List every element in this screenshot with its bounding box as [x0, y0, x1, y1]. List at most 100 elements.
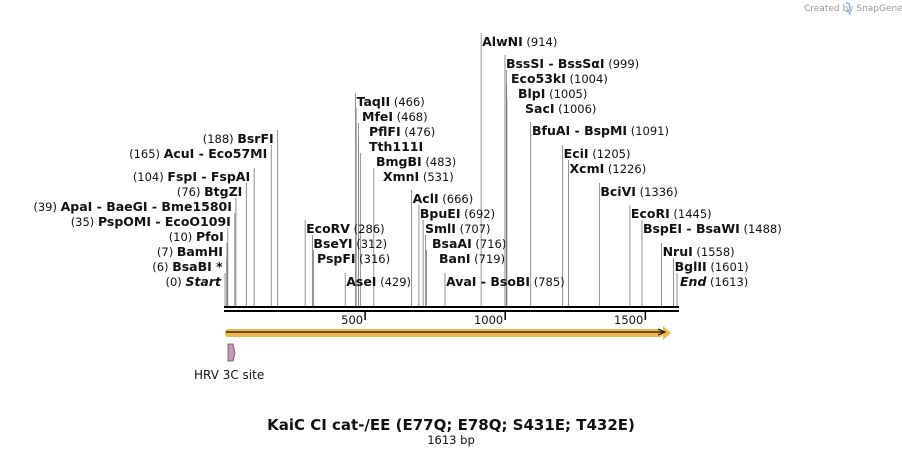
svg-text:(39) ApaI - BaeGI - Bme15: (39) ApaI - BaeGI - Bme1580I — [33, 199, 232, 214]
site-label-pflfi[interactable]: PflFI (476) — [369, 124, 435, 139]
enzyme-name: BglII — [675, 259, 707, 274]
enzyme-name: XmnI — [383, 169, 419, 184]
site-label-nrui[interactable]: NruI (1558) — [663, 244, 735, 259]
site-label-apai-baegi-bme1580i[interactable]: (39) ApaI - BaeGI - Bme1580I — [33, 199, 232, 214]
site-position: (1205) — [589, 147, 631, 161]
site-label-pspfi[interactable]: PspFI (316) — [317, 251, 390, 266]
site-position: (914) — [523, 35, 558, 49]
site-label-bseyi[interactable]: BseYI (312) — [313, 236, 387, 251]
enzyme-name: PfoI — [196, 229, 224, 244]
svg-text:AlwNI (914): AlwNI (914) — [482, 34, 557, 49]
enzyme-name: BsrFI — [237, 131, 273, 146]
svg-text:(104) FspI - FspAI: (104) FspI - FspAI — [133, 169, 250, 184]
site-position: (35) — [71, 215, 98, 229]
enzyme-name: AseI — [346, 274, 376, 289]
site-label-bglii[interactable]: BglII (1601) — [675, 259, 749, 274]
site-label-saci[interactable]: SacI (1006) — [525, 101, 596, 116]
site-label-ecorv[interactable]: EcoRV (286) — [306, 221, 384, 236]
svg-text:(76) BtgZI: (76) BtgZI — [177, 184, 242, 199]
site-label-bsssi-bsss-i[interactable]: BssSI - BssSαI (999) — [506, 56, 639, 71]
site-label-end[interactable]: End (1613) — [680, 274, 748, 289]
site-label-bfuai-bspmi[interactable]: BfuAI - BspMI (1091) — [532, 123, 669, 138]
enzyme-name: MfeI — [362, 109, 393, 124]
enzyme-name: EcoRI — [631, 206, 670, 221]
svg-text:BmgBI (483): BmgBI (483) — [376, 154, 456, 169]
site-label-ecori[interactable]: EcoRI (1445) — [631, 206, 712, 221]
svg-text:EcoRI (1445): EcoRI (1445) — [631, 206, 712, 221]
site-label-bani[interactable]: BanI (719) — [439, 251, 505, 266]
svg-text:XmnI (531): XmnI (531) — [383, 169, 454, 184]
site-label-avai-bsobi[interactable]: AvaI - BsoBI (785) — [446, 274, 565, 289]
svg-text:AclI (666): AclI (666) — [413, 191, 474, 206]
enzyme-name: SmlI — [425, 221, 456, 236]
site-label-bsaai[interactable]: BsaAI (716) — [432, 236, 506, 251]
site-label-bmgbi[interactable]: BmgBI (483) — [376, 154, 456, 169]
site-label-taqii[interactable]: TaqII (466) — [357, 94, 425, 109]
enzyme-name: PspFI — [317, 251, 356, 266]
site-position: (483) — [422, 155, 457, 169]
enzyme-name: XcmI — [570, 161, 605, 176]
site-label-smli[interactable]: SmlI (707) — [425, 221, 491, 236]
site-position: (476) — [401, 125, 436, 139]
site-label-fspi-fspai[interactable]: (104) FspI - FspAI — [133, 169, 250, 184]
enzyme-name: BsaAI — [432, 236, 472, 251]
site-label-acui-eco57mi[interactable]: (165) AcuI - Eco57MI — [129, 146, 267, 161]
site-position: (104) — [133, 170, 168, 184]
feature-hrv-3c-site[interactable]: HRV 3C site — [194, 343, 264, 382]
sequence-length: 1613 bp — [427, 433, 475, 447]
site-position: (1488) — [740, 222, 782, 236]
enzyme-name: Start — [185, 274, 222, 289]
enzyme-name: BpuEI — [420, 206, 461, 221]
site-label-mfei[interactable]: MfeI (468) — [362, 109, 428, 124]
site-label-bsabi[interactable]: (6) BsaBI * — [152, 259, 223, 274]
site-label-bamhi[interactable]: (7) BamHI — [157, 244, 223, 259]
svg-text:BsaAI (716): BsaAI (716) — [432, 236, 506, 251]
site-label-ecii[interactable]: EciI (1205) — [564, 146, 631, 161]
enzyme-name: AlwNI — [482, 34, 523, 49]
site-label-blpi[interactable]: BlpI (1005) — [518, 86, 587, 101]
site-label-alwni[interactable]: AlwNI (914) — [482, 34, 557, 49]
site-position: (1091) — [627, 124, 669, 138]
svg-text:SacI (1006): SacI (1006) — [525, 101, 596, 116]
svg-text:(165) AcuI - Eco57MI: (165) AcuI - Eco57MI — [129, 146, 267, 161]
credit-text: Created by SnapGene — [804, 4, 902, 14]
site-label-acli[interactable]: AclI (666) — [413, 191, 474, 206]
enzyme-name: EciI — [564, 146, 589, 161]
site-labels: (0) Start(6) BsaBI *(7) BamHI(10) PfoI(3… — [33, 34, 781, 289]
site-position: (312) — [353, 237, 388, 251]
svg-text:(35) PspOMI - EcoO109I: (35) PspOMI - EcoO109I — [71, 214, 231, 229]
enzyme-name: EcoRV — [306, 221, 350, 236]
snapgene-credit: Created by SnapGene — [804, 2, 902, 16]
site-label-xcmi[interactable]: XcmI (1226) — [570, 161, 647, 176]
site-position: (1336) — [636, 185, 678, 199]
site-label-tth111i[interactable]: Tth111I — [369, 139, 423, 154]
snapgene-logo-icon — [845, 2, 851, 16]
site-position: (1004) — [566, 72, 608, 86]
svg-text:BpuEI (692): BpuEI (692) — [420, 206, 495, 221]
enzyme-name: BseYI — [313, 236, 352, 251]
enzyme-name: BmgBI — [376, 154, 422, 169]
site-label-xmni[interactable]: XmnI (531) — [383, 169, 454, 184]
site-position: (0) — [165, 275, 185, 289]
site-label-start[interactable]: (0) Start — [165, 274, 222, 289]
svg-text:MfeI (468): MfeI (468) — [362, 109, 428, 124]
site-position: (468) — [393, 110, 428, 124]
svg-text:SmlI (707): SmlI (707) — [425, 221, 491, 236]
enzyme-name: BanI — [439, 251, 471, 266]
site-label-pfoi[interactable]: (10) PfoI — [169, 229, 224, 244]
site-label-bpuei[interactable]: BpuEI (692) — [420, 206, 495, 221]
site-label-bsrfi[interactable]: (188) BsrFI — [203, 131, 274, 146]
enzyme-name: BamHI — [177, 244, 223, 259]
site-label-bcivi[interactable]: BciVI (1336) — [600, 184, 677, 199]
site-label-btgzi[interactable]: (76) BtgZI — [177, 184, 242, 199]
site-label-pspomi-ecoo109i[interactable]: (35) PspOMI - EcoO109I — [71, 214, 231, 229]
svg-text:(188) BsrFI: (188) BsrFI — [203, 131, 274, 146]
site-label-eco53ki[interactable]: Eco53kI (1004) — [511, 71, 608, 86]
svg-text:BssSI - BssSαI (999): BssSI - BssSαI (999) — [506, 56, 639, 71]
sequence-backbone — [224, 306, 679, 312]
site-position: (316) — [356, 252, 391, 266]
svg-text:EcoRV (286): EcoRV (286) — [306, 221, 384, 236]
orf-arrow[interactable] — [225, 326, 671, 340]
site-label-bspei-bsawi[interactable]: BspEI - BsaWI (1488) — [643, 221, 782, 236]
site-label-asei[interactable]: AseI (429) — [346, 274, 411, 289]
